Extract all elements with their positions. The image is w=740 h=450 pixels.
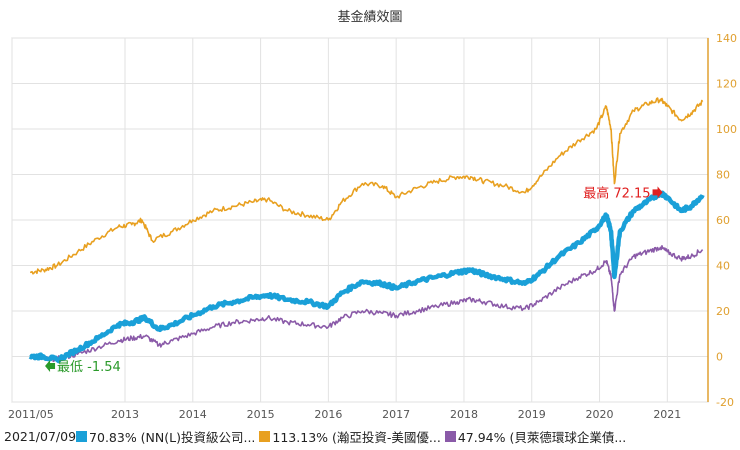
x-tick-label-0: 2011/05 [8,408,54,421]
y-tick-label-3: 40 [716,260,730,273]
legend-item-1[interactable]: 70.83% (NN(L)投資級公司... [76,427,255,445]
min-annotation-label: 最低 -1.54 [57,360,121,375]
legend-label-2: 113.13% (瀚亞投資-美國優... [272,429,441,445]
x-tick-label-4: 2016 [314,408,342,421]
y-tick-label-4: 60 [716,214,730,227]
series-line-2 [30,97,704,275]
legend-date: 2021/07/09 [4,428,77,444]
y-tick-label-1: 0 [716,351,723,364]
x-tick-label-6: 2018 [450,408,478,421]
legend-swatch-3 [444,430,456,442]
y-tick-label-6: 100 [716,123,737,136]
y-tick-label-5: 80 [716,169,730,182]
y-tick-label-8: 140 [716,32,737,45]
series-line-3 [30,245,704,363]
x-tick-label-3: 2015 [247,408,275,421]
max-arrow-icon [652,186,663,199]
x-tick-label-9: 2021 [653,408,681,421]
y-tick-label-0: -20 [716,396,734,409]
legend-label-3: 47.94% (貝萊德環球企業債... [457,429,627,445]
legend-item-2[interactable]: 113.13% (瀚亞投資-美國優... [259,427,441,445]
x-tick-label-5: 2017 [382,408,410,421]
x-tick-label-7: 2019 [518,408,546,421]
legend-label-1: 70.83% (NN(L)投資級公司... [89,429,256,445]
x-tick-label-2: 2014 [179,408,207,421]
legend: 2021/07/09 70.83% (NN(L)投資級公司... 113.13%… [4,427,736,445]
x-tick-label-8: 2020 [586,408,614,421]
max-annotation-label: 最高 72.15 [583,185,650,201]
y-tick-label-2: 20 [716,305,730,318]
legend-swatch-1 [76,430,88,442]
x-tick-label-1: 2013 [111,408,139,421]
legend-swatch-2 [259,430,271,442]
chart-title: 基金績效圖 [337,10,403,25]
min-arrow-icon [45,360,56,373]
y-tick-label-7: 120 [716,78,737,91]
legend-item-3[interactable]: 47.94% (貝萊德環球企業債... [444,427,627,445]
series-line-1 [28,190,705,364]
